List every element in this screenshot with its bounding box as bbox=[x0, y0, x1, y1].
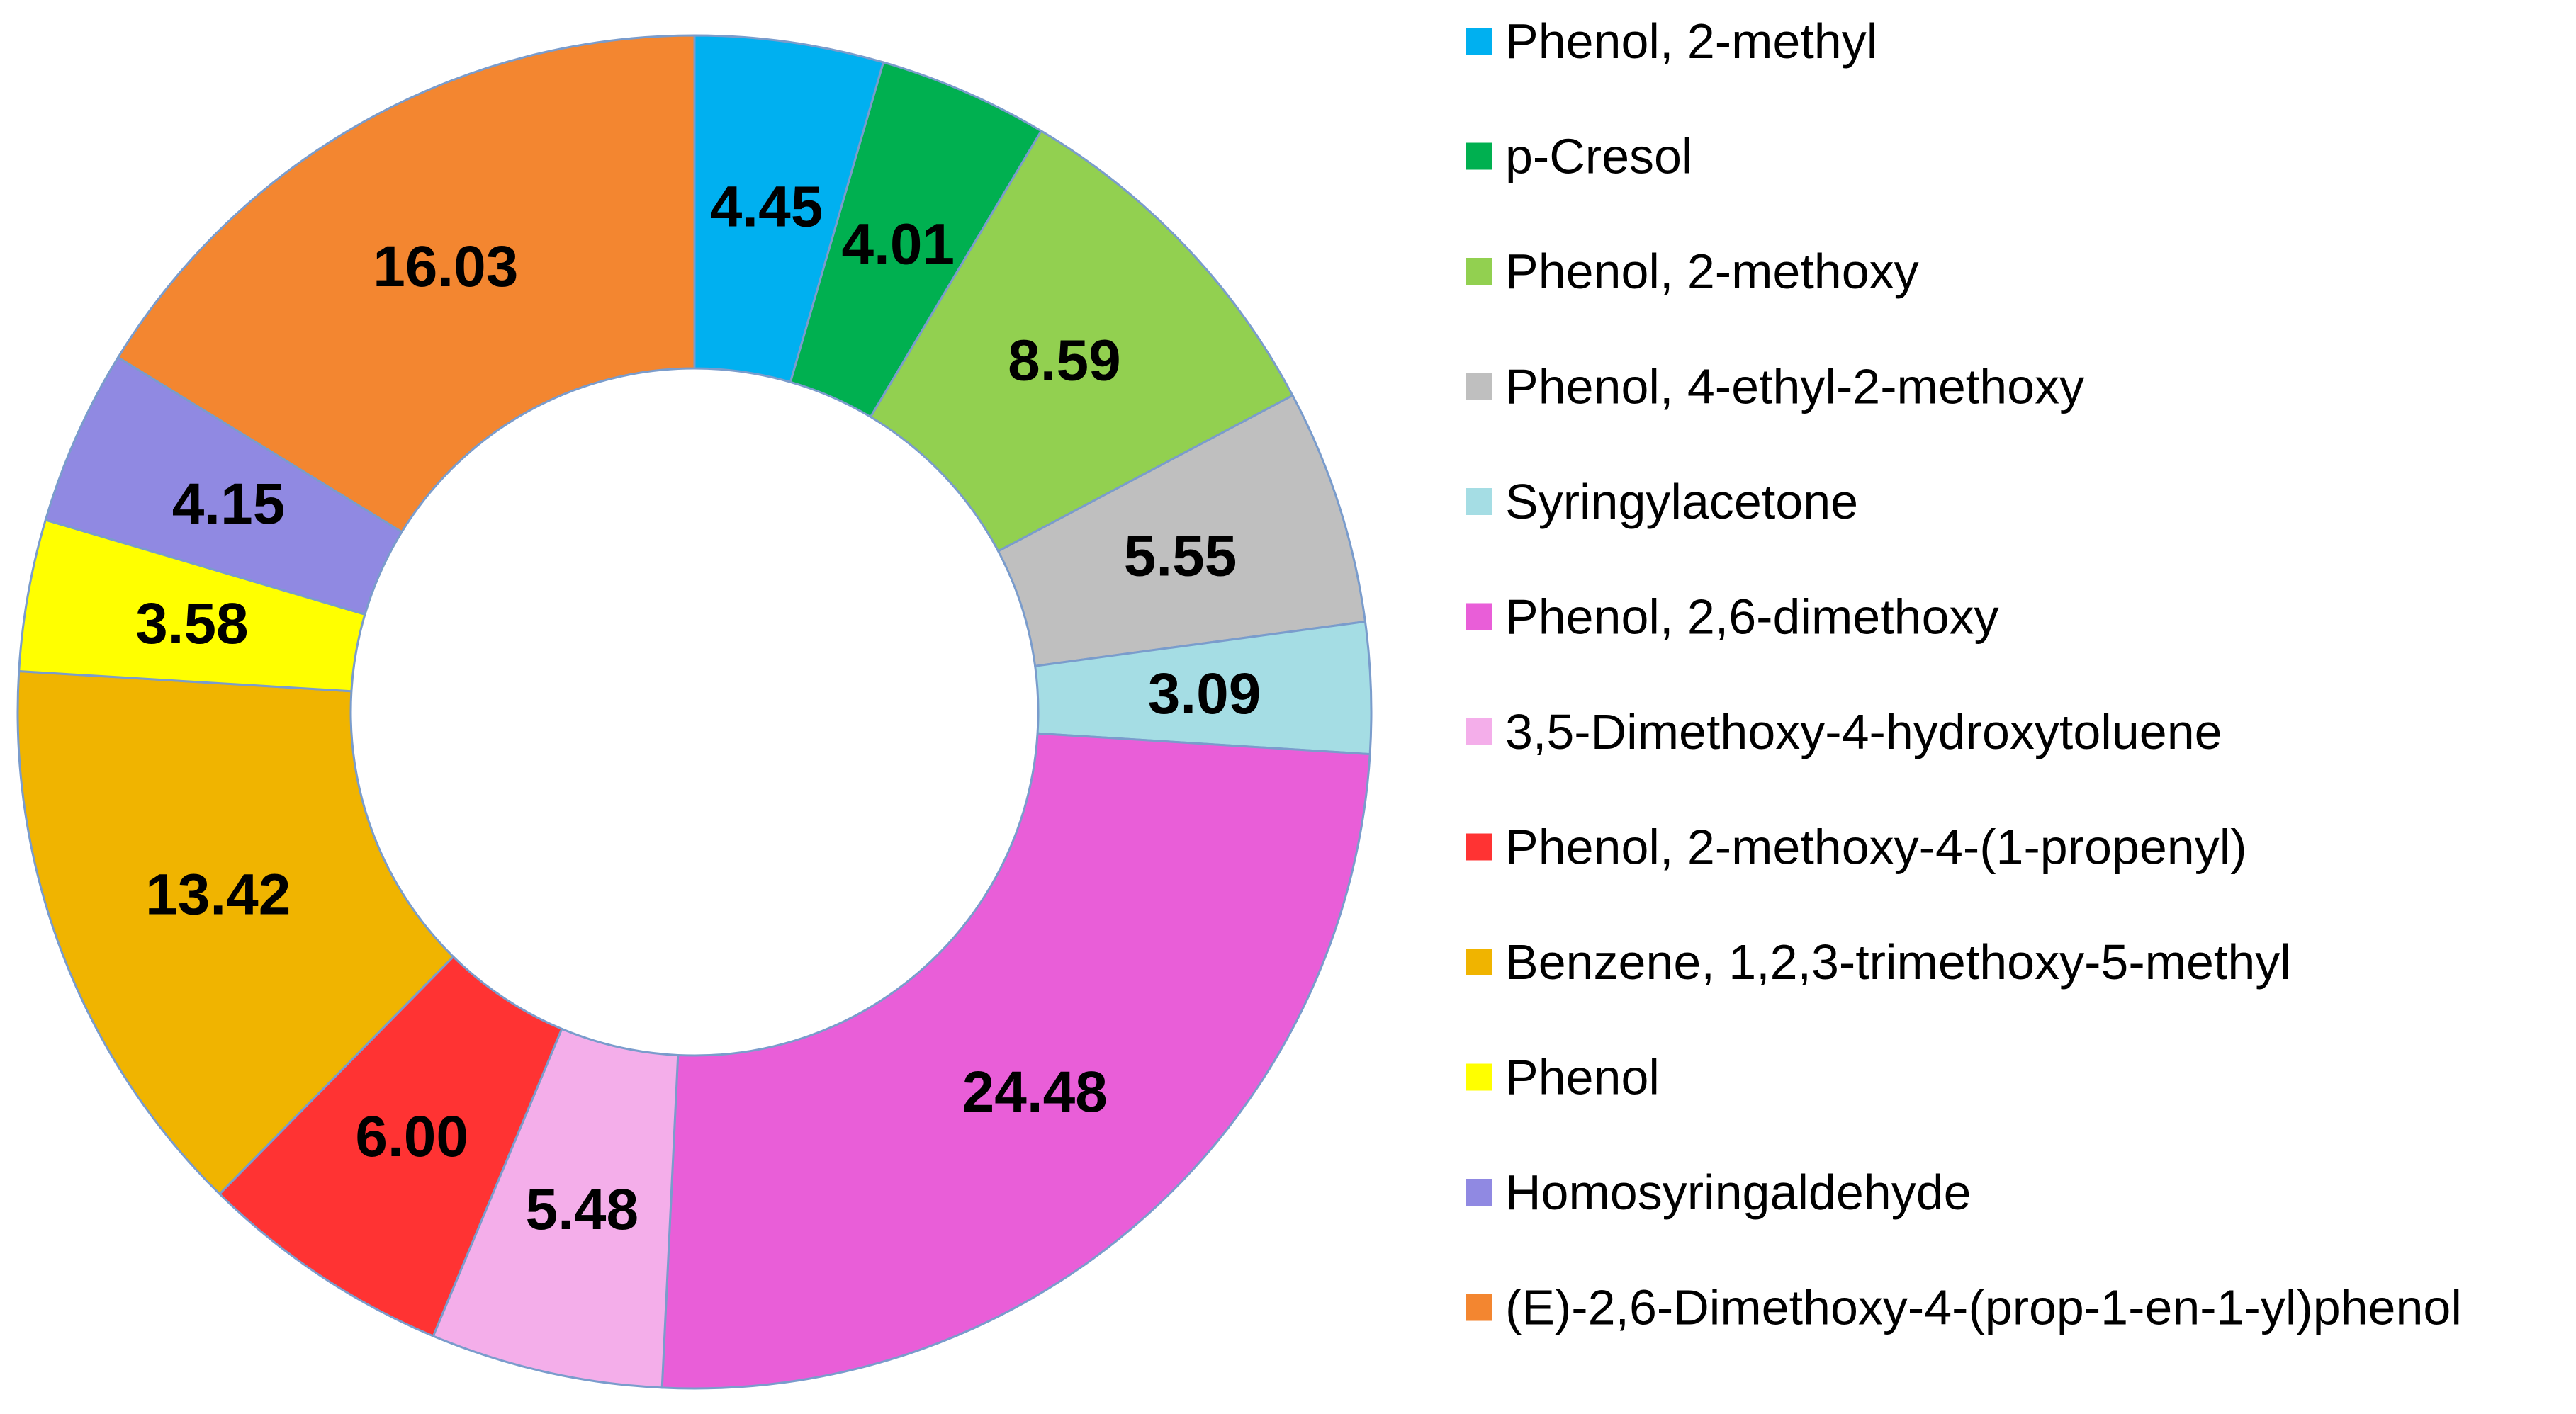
legend-swatch bbox=[1466, 373, 1492, 400]
slice-value-label: 6.00 bbox=[355, 1104, 468, 1169]
legend-swatch bbox=[1466, 488, 1492, 515]
legend-swatch bbox=[1466, 258, 1492, 285]
legend-label: p-Cresol bbox=[1505, 129, 1693, 184]
donut-slices bbox=[16, 34, 1373, 1390]
legend-label: Phenol, 4-ethyl-2-methoxy bbox=[1505, 359, 2084, 414]
legend-swatch bbox=[1466, 718, 1492, 745]
slice-value-label: 16.03 bbox=[373, 234, 518, 299]
slice-value-label: 4.45 bbox=[710, 175, 823, 239]
donut-slice bbox=[117, 34, 696, 533]
donut-slice bbox=[869, 130, 1294, 553]
data-labels: 4.45 4.01 8.59 5.55 3.09 24.48 5.48 6.00 13.42 3.… bbox=[135, 175, 1261, 1242]
slice-value-label: 24.48 bbox=[962, 1060, 1108, 1124]
slice-value-label: 5.48 bbox=[526, 1177, 639, 1242]
slice-value-label: 3.09 bbox=[1148, 662, 1261, 726]
legend-label: 3,5-Dimethoxy-4-hydroxytoluene bbox=[1505, 704, 2222, 759]
legend-label: Phenol, 2,6-dimethoxy bbox=[1505, 589, 1999, 645]
legend-label: Phenol, 2-methoxy-4-(1-propenyl) bbox=[1505, 820, 2247, 875]
legend-label: Homosyringaldehyde bbox=[1505, 1165, 1972, 1220]
legend-label: Benzene, 1,2,3-trimethoxy-5-methyl bbox=[1505, 934, 2291, 990]
slice-value-label: 5.55 bbox=[1124, 524, 1237, 589]
legend-swatch bbox=[1466, 1063, 1492, 1091]
legend-swatch bbox=[1466, 28, 1492, 55]
slice-value-label: 4.01 bbox=[841, 212, 955, 276]
legend-swatch bbox=[1466, 949, 1492, 975]
legend-swatch bbox=[1466, 833, 1492, 861]
slice-value-label: 8.59 bbox=[1008, 329, 1121, 393]
legend-label: Phenol bbox=[1505, 1050, 1660, 1105]
donut-slice bbox=[16, 670, 455, 1195]
donut-slice bbox=[660, 732, 1371, 1390]
legend-label: (E)-2,6-Dimethoxy-4-(prop-1-en-1-yl)phen… bbox=[1505, 1280, 2462, 1335]
legend-swatch bbox=[1466, 603, 1492, 630]
legend-label: Phenol, 2-methyl bbox=[1505, 13, 1877, 69]
legend-swatch bbox=[1466, 142, 1492, 170]
slice-value-label: 3.58 bbox=[135, 592, 249, 656]
legend-swatch bbox=[1466, 1179, 1492, 1206]
legend: Phenol, 2-methyl p-Cresol Phenol, 2-methox… bbox=[1466, 13, 2462, 1335]
legend-label: Syringylacetone bbox=[1505, 474, 1858, 529]
legend-swatch bbox=[1466, 1294, 1492, 1321]
legend-label: Phenol, 2-methoxy bbox=[1505, 244, 1919, 299]
slice-value-label: 13.42 bbox=[145, 862, 291, 927]
slice-value-label: 4.15 bbox=[172, 472, 286, 536]
